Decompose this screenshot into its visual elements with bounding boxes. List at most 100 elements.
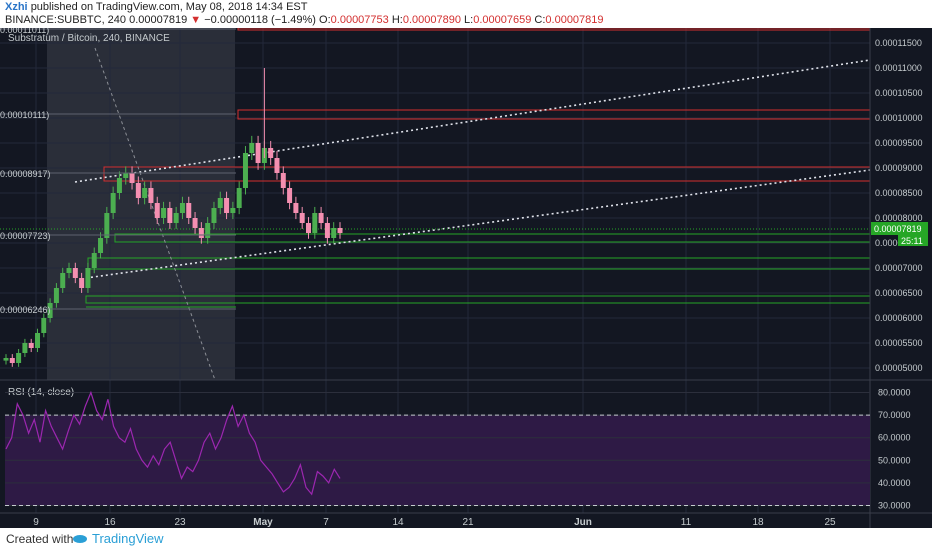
price-tick-label: 0.00010000	[875, 113, 923, 123]
candle-body	[116, 178, 122, 193]
left-price-label: 0.00008917)	[0, 169, 51, 179]
candle-body	[104, 213, 110, 238]
candle-body	[274, 158, 280, 173]
current-price-badge	[871, 222, 928, 235]
left-price-labels: 0.00011011) 0.00010111) 0.00008917) 0.00007…	[0, 25, 236, 315]
time-tick-label: 9	[33, 517, 39, 528]
candle-body	[242, 153, 248, 188]
low-label: L:	[464, 14, 474, 26]
tradingview-logo-icon	[73, 535, 87, 543]
candle-body	[53, 288, 59, 303]
rsi-tick-label: 30.0000	[878, 500, 911, 510]
published-text: published on TradingView.com, May 08, 20…	[30, 1, 308, 13]
rsi-tick-label: 80.0000	[878, 388, 911, 398]
candle-body	[72, 268, 78, 278]
price-pane-title: Substratum / Bitcoin, 240, BINANCE	[8, 33, 170, 44]
time-tick-label: 14	[392, 517, 404, 528]
candle-body	[230, 208, 236, 213]
candle-body	[66, 268, 72, 273]
price-tick-label: 0.00009000	[875, 163, 923, 173]
candle-body	[98, 238, 104, 253]
candle-body	[287, 188, 293, 203]
candles	[3, 68, 343, 367]
candle-body	[47, 303, 53, 318]
left-price-label: 0.00006246)	[0, 305, 51, 315]
candle-body	[179, 203, 185, 213]
price-tick-label: 0.00005000	[875, 363, 923, 373]
candle-body	[129, 173, 135, 183]
header-bar: Xzhi published on TradingView.com, May 0…	[0, 0, 932, 30]
candle-body	[255, 143, 261, 163]
candle-body	[205, 223, 211, 238]
countdown-badge-text: 25:11	[901, 236, 923, 246]
candle-body	[60, 273, 66, 288]
rsi-tick-label: 50.0000	[878, 455, 911, 465]
candle-body	[35, 333, 41, 348]
candle-body	[312, 213, 318, 233]
low-value: 0.00007659	[473, 14, 532, 26]
price-tick-label: 0.00009500	[875, 138, 923, 148]
candle-body	[135, 183, 141, 198]
price-chart-svg[interactable]: Substratum / Bitcoin, 240, BINANCE 0.000…	[0, 25, 932, 528]
left-price-label: 0.00007723)	[0, 231, 51, 241]
published-line: Xzhi published on TradingView.com, May 0…	[5, 1, 308, 13]
candle-body	[123, 173, 129, 178]
author-name[interactable]: Xzhi	[5, 1, 28, 13]
rsi-tick-label: 60.0000	[878, 433, 911, 443]
price-tick-label: 0.00008500	[875, 188, 923, 198]
price-tick-label: 0.00011500	[875, 38, 922, 48]
candle-body	[192, 218, 198, 228]
candle-body	[217, 198, 223, 208]
price-tick-label: 0.00006500	[875, 288, 923, 298]
candle-body	[91, 253, 97, 268]
time-tick-label: 25	[824, 517, 836, 528]
rsi-axis-ticks: 80.0000 70.0000 60.0000 50.0000 40.0000 30.00…	[878, 388, 911, 511]
change-text: −0.00000118 (−1.49%)	[204, 14, 316, 26]
chart-area[interactable]: Substratum / Bitcoin, 240, BINANCE 0.000…	[0, 25, 932, 528]
shaded-range	[47, 28, 235, 380]
open-value: 0.00007753	[330, 14, 389, 26]
time-tick-label: 7	[323, 517, 329, 528]
rsi-tick-label: 40.0000	[878, 478, 911, 488]
tradingview-brand[interactable]: TradingView	[92, 531, 164, 546]
candle-body	[249, 143, 255, 153]
candle-body	[318, 213, 324, 223]
countdown-badge	[898, 235, 928, 246]
candle-body	[161, 208, 167, 218]
open-label: O:	[319, 14, 331, 26]
time-tick-label: 16	[104, 517, 116, 528]
candle-body	[79, 278, 85, 288]
candle-body	[142, 188, 148, 198]
candle-body	[324, 223, 330, 238]
candle-body	[173, 213, 179, 223]
left-price-label: 0.00010111)	[0, 110, 49, 120]
candle-body	[305, 223, 311, 233]
candle-body	[268, 148, 274, 158]
upper-trendline[interactable]	[74, 59, 871, 183]
time-tick-label: May	[253, 517, 273, 528]
candle-body	[186, 203, 192, 218]
footer: Created with TradingView	[0, 528, 932, 550]
candle-body	[337, 228, 343, 233]
candle-body	[299, 213, 305, 223]
candle-body	[28, 343, 34, 348]
candle-body	[3, 358, 9, 361]
candle-body	[167, 208, 173, 223]
time-tick-label: 18	[752, 517, 764, 528]
candle-body	[224, 198, 230, 213]
lower-trendline[interactable]	[85, 169, 871, 279]
current-price-badge-text: 0.00007819	[874, 224, 922, 234]
candle-body	[41, 318, 47, 333]
price-tick-label: 0.00010500	[875, 88, 923, 98]
symbol-line: BINANCE:SUBBTC, 240 0.00007819 ▼ −0.0000…	[5, 14, 604, 26]
time-tick-label: Jun	[574, 517, 592, 528]
price-tick-label: 0.00006000	[875, 313, 923, 323]
left-price-label: 0.00011011)	[0, 28, 49, 35]
candle-body	[198, 228, 204, 238]
down-arrow-icon: ▼	[190, 14, 202, 26]
last-price: 0.00007819	[129, 14, 188, 26]
time-axis-ticks: 9 16 23 May 7 14 21 Jun 11 18 25	[33, 517, 836, 528]
rsi-tick-label: 70.0000	[878, 410, 911, 420]
candle-body	[293, 203, 299, 213]
time-tick-label: 21	[462, 517, 474, 528]
